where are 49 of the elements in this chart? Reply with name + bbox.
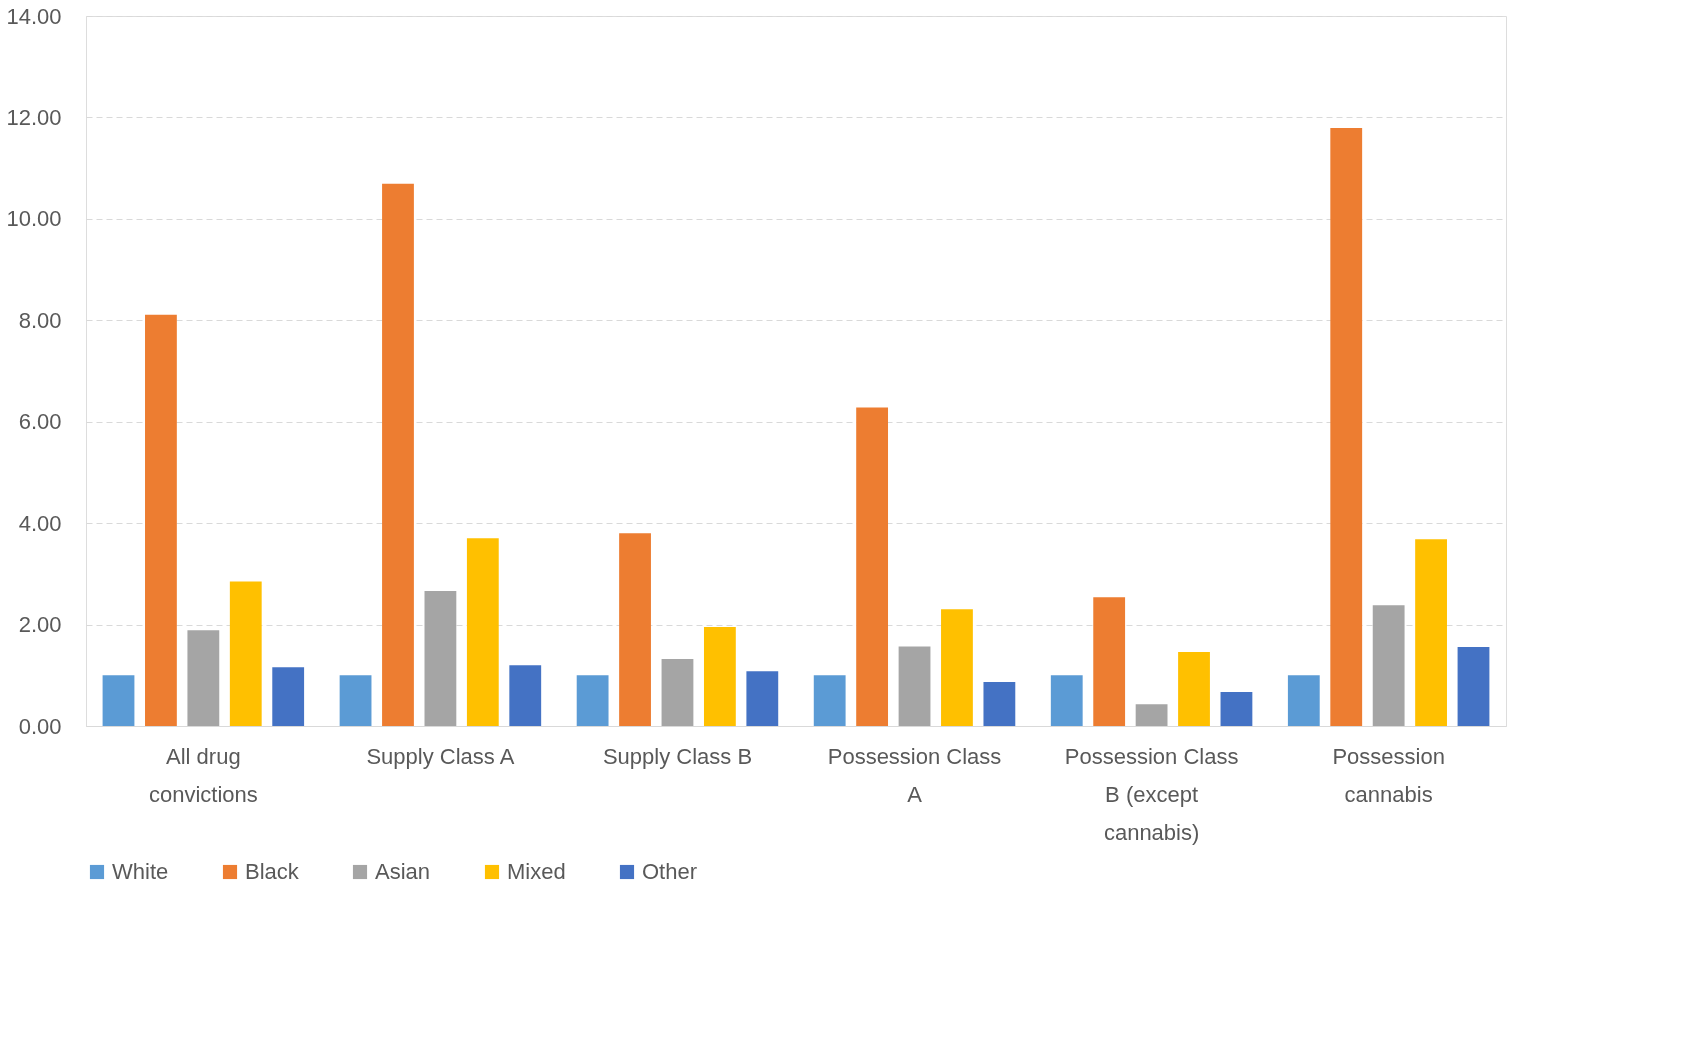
bar — [1050, 675, 1083, 726]
bar — [619, 533, 651, 726]
x-tick-label: Supply Class B — [602, 743, 753, 769]
bar — [424, 591, 457, 726]
y-tick-label: 14.00 — [6, 3, 62, 29]
bar — [898, 646, 931, 726]
x-tick-label: Possession Class B (except cannabis) — [1064, 743, 1239, 845]
x-tick-label: All drug convictions — [148, 743, 258, 807]
y-tick-label: 10.00 — [6, 206, 62, 232]
bar — [856, 407, 889, 726]
bar — [509, 665, 542, 726]
bar — [746, 671, 779, 726]
bar — [229, 581, 262, 726]
legend-label: Mixed — [507, 859, 566, 884]
y-tick-label: 2.00 — [18, 612, 62, 638]
bar — [1287, 675, 1320, 726]
bar — [187, 630, 220, 726]
bar — [1135, 704, 1168, 726]
bar — [983, 681, 1016, 726]
x-tick-label: Supply Class A — [366, 743, 515, 769]
y-tick-label: 12.00 — [6, 104, 62, 130]
bar — [382, 183, 414, 726]
x-tick-label: Possession cannabis — [1332, 743, 1445, 807]
bar — [813, 675, 846, 726]
legend-label: Other — [642, 859, 698, 884]
bar — [941, 609, 973, 726]
y-tick-label: 6.00 — [18, 409, 62, 435]
bar — [272, 667, 305, 726]
bar — [1457, 646, 1490, 726]
legend-label: Black — [245, 859, 300, 884]
legend-label: White — [112, 859, 169, 884]
bar — [703, 627, 736, 726]
x-tick-label: Possession Class A — [827, 743, 1002, 807]
y-tick-label: 0.00 — [18, 713, 62, 739]
bar — [339, 675, 372, 726]
y-tick-label: 8.00 — [18, 307, 62, 333]
bar — [576, 675, 609, 726]
bar — [145, 314, 177, 726]
y-tick-label: 4.00 — [18, 510, 62, 536]
bar — [1415, 539, 1447, 726]
bar — [1372, 605, 1405, 726]
bar — [1330, 128, 1363, 726]
bar — [102, 675, 135, 726]
bar — [466, 538, 499, 726]
bar — [1178, 651, 1210, 726]
bar — [1220, 692, 1253, 726]
legend-label: Asian — [375, 859, 431, 884]
bar — [1093, 597, 1126, 726]
bar — [661, 659, 694, 726]
